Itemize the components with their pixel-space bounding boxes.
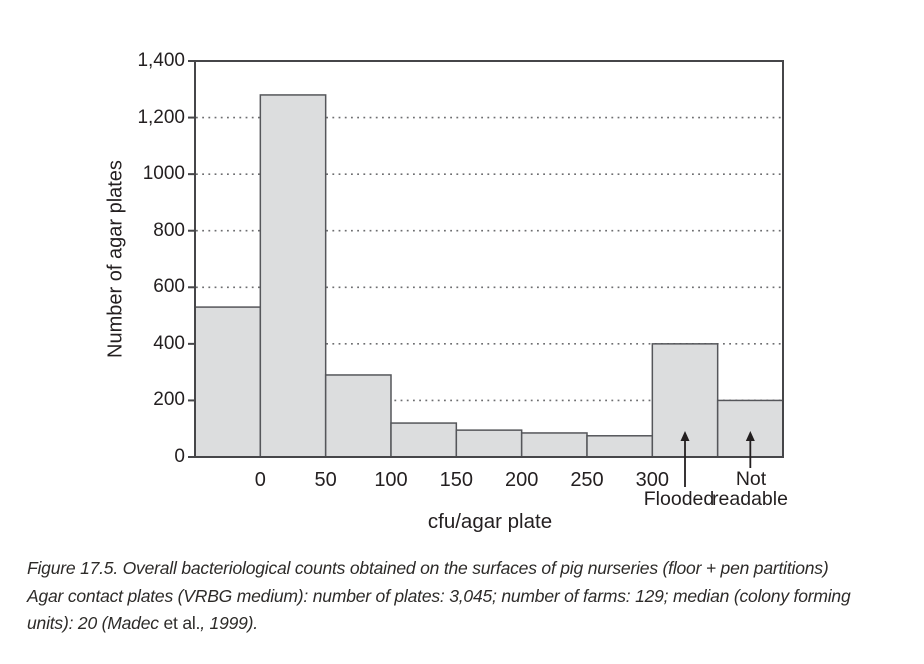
bar-150-200 <box>455 429 523 458</box>
y-tick-label-0: 0 <box>174 446 185 467</box>
annotation-not-readable-line2: readable <box>712 488 788 510</box>
y-tick-label-800: 800 <box>153 219 185 241</box>
y-tick-label-1000: 1000 <box>142 163 185 185</box>
annotation-flooded: Flooded <box>643 488 715 510</box>
x-tick-label-250: 250 <box>570 469 604 491</box>
caption-line-1: Figure 17.5. Overall bacteriological cou… <box>27 558 829 578</box>
bar-100-150 <box>390 422 458 458</box>
bar-250-300 <box>586 435 654 458</box>
x-tick-label-100: 100 <box>374 469 408 491</box>
x-axis-title: cfu/agar plate <box>427 510 553 533</box>
x-tick-label-300: 300 <box>635 469 670 491</box>
bar-200-250 <box>520 432 588 458</box>
caption-line-2: Agar contact plates (VRBG medium): numbe… <box>27 585 851 606</box>
caption-line-3-post: , 1999). <box>200 613 258 633</box>
plot-frame <box>194 60 784 458</box>
x-tick-label-200: 200 <box>504 469 539 491</box>
caption-line-3-pre: units): 20 (Madec <box>27 613 164 633</box>
y-tick-label-200: 200 <box>153 389 185 411</box>
figure-caption: Figure 17.5. Overall bacteriological cou… <box>27 555 917 638</box>
y-axis-title: Number of agar plates <box>104 160 127 358</box>
bar-below 0 <box>194 306 262 458</box>
x-tick-label-150: 150 <box>439 469 474 491</box>
arrow-head-1 <box>745 431 755 441</box>
x-tick-label-50: 50 <box>314 469 337 491</box>
caption-line-3-et-al: et al. <box>163 613 201 633</box>
y-tick-label-400: 400 <box>153 332 185 354</box>
arrow-head-0 <box>680 431 690 441</box>
bar-0-50 <box>259 94 327 458</box>
bar-50-100 <box>324 374 392 458</box>
annotation-not-readable-line1: Not <box>735 468 767 490</box>
y-tick-label-1200: 1,200 <box>137 106 185 128</box>
caption-line-3: units): 20 (Madec et al., 1999). <box>27 610 917 638</box>
x-tick-label-0: 0 <box>254 469 266 491</box>
y-tick-label-600: 600 <box>153 276 185 298</box>
y-tick-label-1400: 1,400 <box>137 50 185 71</box>
